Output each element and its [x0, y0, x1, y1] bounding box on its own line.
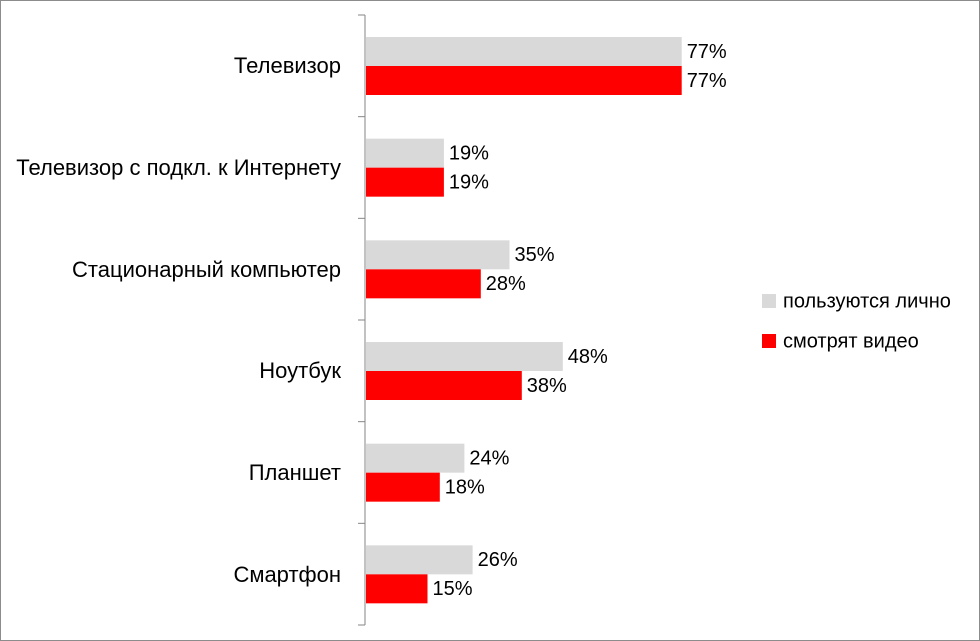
category-label: Ноутбук — [259, 358, 341, 384]
value-label: 15% — [433, 578, 473, 600]
value-label: 77% — [687, 41, 727, 63]
bar — [366, 574, 428, 604]
bar — [366, 240, 510, 270]
bar — [366, 37, 682, 66]
value-label: 26% — [478, 549, 518, 571]
bar — [366, 138, 444, 168]
value-label: 38% — [527, 375, 567, 397]
value-label: 48% — [568, 346, 608, 368]
bar — [366, 545, 473, 575]
legend-label: пользуются лично — [783, 290, 951, 312]
value-label: 28% — [486, 273, 526, 295]
legend-label: смотрят видео — [783, 330, 919, 352]
bar — [366, 371, 522, 400]
legend-swatch — [762, 334, 776, 348]
category-label: Планшет — [248, 459, 341, 485]
bar — [366, 342, 563, 371]
category-label: Смартфон — [233, 561, 341, 587]
bar — [366, 66, 682, 95]
value-label: 77% — [687, 70, 727, 92]
legend-swatch — [762, 294, 776, 308]
bar — [366, 269, 481, 299]
category-label: Стационарный компьютер — [72, 256, 341, 282]
category-label: Телевизор — [233, 53, 341, 79]
bar — [366, 167, 444, 197]
bar — [366, 443, 465, 473]
value-label: 35% — [515, 244, 555, 266]
value-label: 18% — [445, 476, 485, 498]
category-label: Телевизор с подкл. к Интернету — [16, 154, 341, 180]
value-label: 19% — [449, 171, 489, 193]
value-label: 24% — [469, 447, 509, 469]
bar — [366, 472, 440, 502]
value-label: 19% — [449, 142, 489, 164]
